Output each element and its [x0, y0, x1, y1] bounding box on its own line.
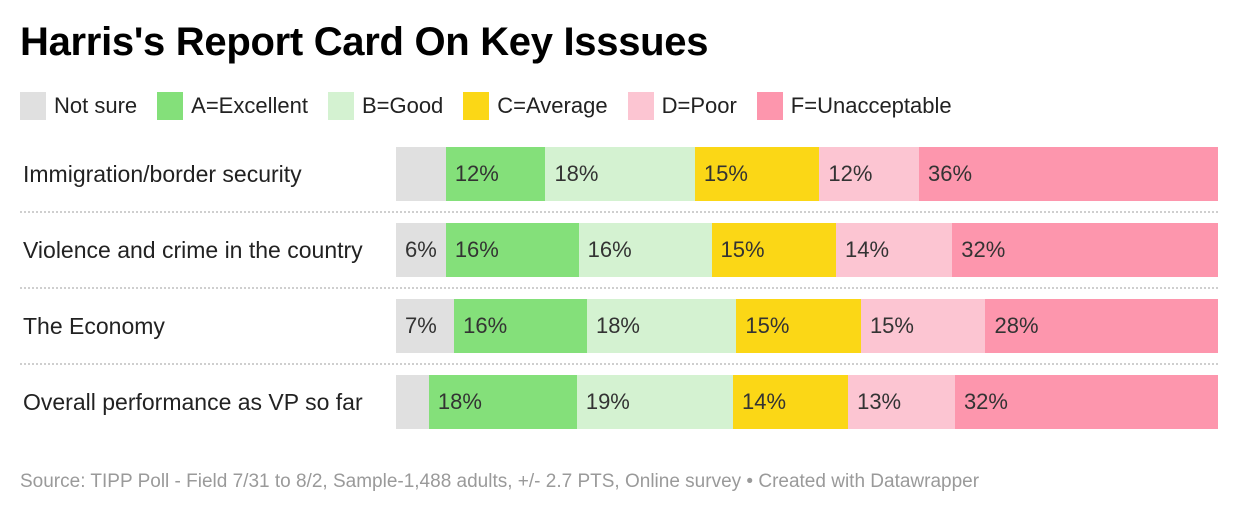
- chart-row: The Economy 7% 16% 18% 15% 15% 28%: [20, 289, 1218, 365]
- chart-row: Violence and crime in the country 6% 16% 16…: [20, 213, 1218, 289]
- bar-segment-not_sure: [396, 147, 446, 201]
- legend-item-excellent: A=Excellent: [157, 92, 308, 120]
- category-label: Immigration/border security: [23, 161, 302, 187]
- stacked-bar: 12% 18% 15% 12% 36%: [396, 147, 1218, 201]
- stacked-bar: 7% 16% 18% 15% 15% 28%: [396, 299, 1218, 353]
- legend-label: A=Excellent: [191, 93, 308, 118]
- bar-segment-excellent: 16%: [454, 299, 587, 353]
- bar-segment-poor: 13%: [848, 375, 955, 429]
- legend-label: C=Average: [497, 93, 608, 118]
- bar-segment-good: 16%: [578, 223, 712, 277]
- stacked-bar: 18% 19% 14% 13% 32%: [396, 375, 1218, 429]
- source-note: Source: TIPP Poll - Field 7/31 to 8/2, S…: [20, 471, 980, 492]
- bar-segment-unacceptable: 32%: [952, 223, 1218, 277]
- category-label: Violence and crime in the country: [23, 237, 363, 263]
- bar-segment-good: 18%: [545, 147, 695, 201]
- bar-segment-unacceptable: 36%: [919, 147, 1218, 201]
- bar-segment-not_sure: 6%: [396, 223, 446, 277]
- legend-swatch: [327, 92, 354, 120]
- bar-segment-excellent: 16%: [445, 223, 579, 277]
- legend-swatch: [157, 92, 184, 120]
- chart-row: Overall performance as VP so far 18% 19% 14…: [20, 365, 1218, 441]
- category-label: The Economy: [23, 313, 165, 339]
- chart-title: Harris's Report Card On Key Isssues: [20, 20, 709, 64]
- bar-segment-average: 15%: [694, 147, 820, 201]
- chart-row: Immigration/border security 12% 18% 15% 12% 3…: [20, 137, 1218, 213]
- bar-segment-not_sure: [396, 375, 429, 429]
- legend-label: D=Poor: [661, 93, 737, 118]
- legend-swatch: [756, 92, 783, 120]
- bar-segment-good: 19%: [576, 375, 733, 429]
- bar-segment-average: 15%: [736, 299, 861, 353]
- bar-segment-excellent: 12%: [445, 147, 546, 201]
- legend-item-not_sure: Not sure: [20, 92, 137, 120]
- legend-label: B=Good: [361, 93, 444, 118]
- bar-segment-average: 15%: [711, 223, 837, 277]
- bar-segment-poor: 14%: [836, 223, 953, 277]
- legend-label: Not sure: [54, 93, 138, 118]
- bar-segment-unacceptable: 28%: [985, 299, 1218, 353]
- bar-segment-poor: 15%: [860, 299, 986, 353]
- legend-item-average: C=Average: [463, 92, 608, 120]
- legend-swatch: [20, 92, 46, 120]
- bar-segment-excellent: 18%: [428, 375, 577, 429]
- legend-item-poor: D=Poor: [627, 92, 737, 120]
- bar-segment-average: 14%: [733, 375, 849, 429]
- legend: Not sure A=Excellent B=Good C=Average D=Poor…: [20, 91, 972, 121]
- chart-rows: Immigration/border security 12% 18% 15% 12% 3…: [20, 137, 1218, 441]
- legend-swatch: [627, 92, 654, 120]
- bar-segment-not_sure: 7%: [396, 299, 455, 353]
- stacked-bar: 6% 16% 16% 15% 14% 32%: [396, 223, 1218, 277]
- legend-swatch: [463, 92, 490, 120]
- bar-segment-unacceptable: 32%: [954, 375, 1218, 429]
- bar-segment-good: 18%: [586, 299, 737, 353]
- category-label: Overall performance as VP so far: [23, 389, 363, 415]
- legend-label: F=Unacceptable: [790, 93, 952, 118]
- legend-item-unacceptable: F=Unacceptable: [756, 92, 952, 120]
- bar-segment-poor: 12%: [819, 147, 920, 201]
- legend-item-good: B=Good: [327, 92, 444, 120]
